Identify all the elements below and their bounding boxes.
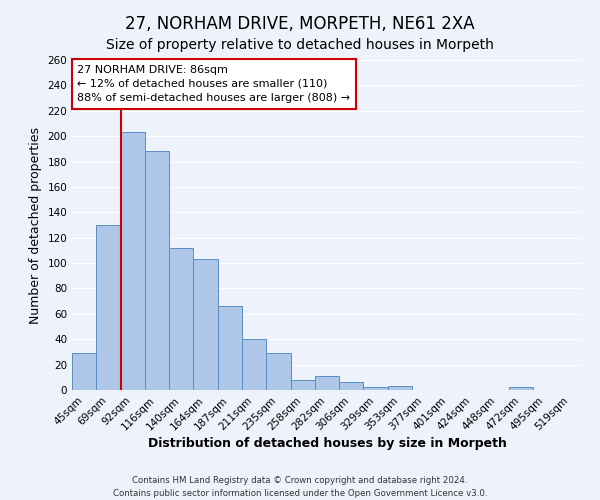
Bar [193, 260, 218, 390]
Bar [339, 382, 364, 390]
Bar [169, 248, 193, 390]
Text: 27 NORHAM DRIVE: 86sqm
← 12% of detached houses are smaller (110)
88% of semi-de: 27 NORHAM DRIVE: 86sqm ← 12% of detached… [77, 65, 350, 103]
Bar [242, 339, 266, 390]
Bar [72, 353, 96, 390]
Bar [315, 376, 339, 390]
Y-axis label: Number of detached properties: Number of detached properties [29, 126, 42, 324]
Bar [121, 132, 145, 390]
Text: 27, NORHAM DRIVE, MORPETH, NE61 2XA: 27, NORHAM DRIVE, MORPETH, NE61 2XA [125, 15, 475, 33]
X-axis label: Distribution of detached houses by size in Morpeth: Distribution of detached houses by size … [148, 438, 506, 450]
Bar [388, 386, 412, 390]
Bar [218, 306, 242, 390]
Text: Size of property relative to detached houses in Morpeth: Size of property relative to detached ho… [106, 38, 494, 52]
Bar [266, 353, 290, 390]
Bar [145, 152, 169, 390]
Text: Contains HM Land Registry data © Crown copyright and database right 2024.
Contai: Contains HM Land Registry data © Crown c… [113, 476, 487, 498]
Bar [96, 225, 121, 390]
Bar [509, 388, 533, 390]
Bar [290, 380, 315, 390]
Bar [364, 388, 388, 390]
